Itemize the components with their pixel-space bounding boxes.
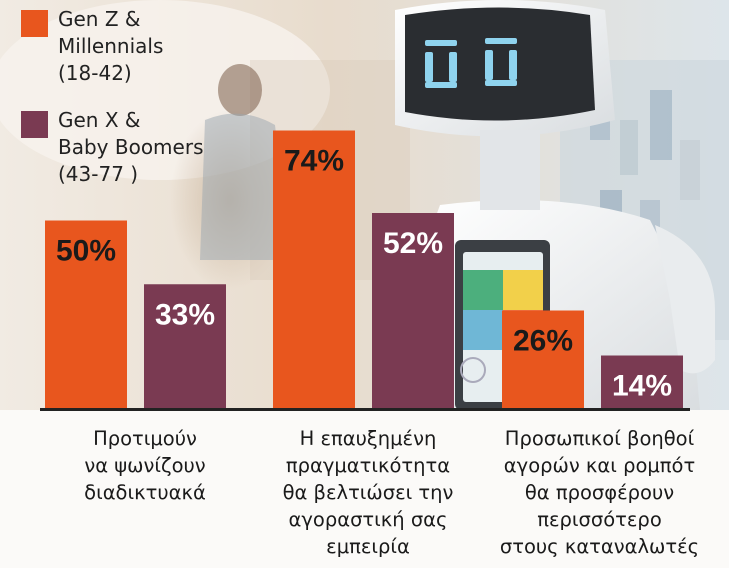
value-label-gen-x-augmented-reality: 52%	[383, 227, 443, 260]
bar-value-labels: 50% 74% 26% 33% 52% 14%	[56, 145, 672, 403]
category-label-online-shopping: Προτιμούν να ψωνίζουν διαδικτυακά	[84, 427, 206, 504]
legend-label-gen-z: Gen Z & Millennials (18-42)	[58, 7, 164, 85]
legend-swatch-gen-z	[21, 10, 48, 37]
bars-group	[45, 130, 683, 408]
bar-gen-x-robots	[601, 355, 683, 408]
category-label-augmented-reality: Η επαυξημένη πραγματικότητα θα βελτιώσει…	[282, 427, 454, 558]
bar-gen-z-online-shopping	[45, 220, 127, 408]
value-label-gen-x-online-shopping: 33%	[155, 298, 215, 331]
bar-gen-x-augmented-reality	[372, 213, 454, 408]
value-label-gen-z-robots: 26%	[513, 325, 573, 358]
value-label-gen-z-online-shopping: 50%	[56, 235, 116, 268]
legend-label-gen-x: Gen X & Baby Boomers (43-77 )	[58, 108, 204, 186]
bar-gen-z-robots	[502, 310, 584, 408]
value-label-gen-z-augmented-reality: 74%	[284, 145, 344, 178]
bar-gen-z-augmented-reality	[273, 130, 355, 408]
bar-gen-x-online-shopping	[144, 284, 226, 408]
value-label-gen-x-robots: 14%	[612, 370, 672, 403]
legend-swatch-gen-x	[21, 111, 48, 138]
category-label-robots: Προσωπικοί βοηθοί αγορών και ρομπότ θα π…	[499, 427, 700, 558]
